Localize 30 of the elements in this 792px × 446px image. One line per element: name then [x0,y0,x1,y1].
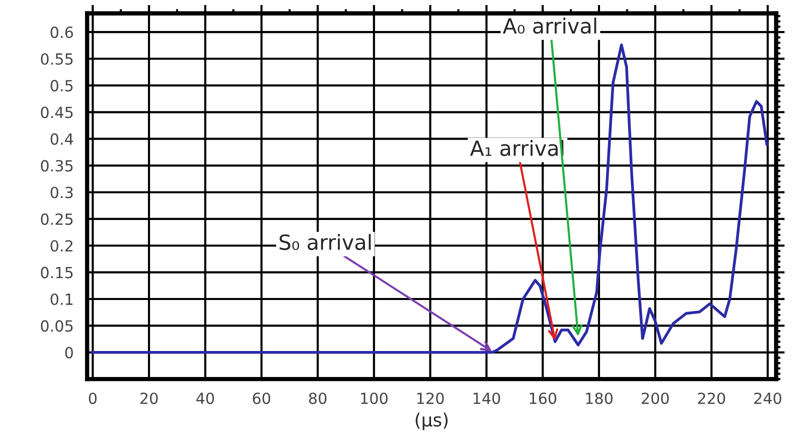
x-tick-label: 20 [140,392,158,404]
y-tick-label: 0.05 [40,320,73,332]
x-tick-label: 60 [252,392,270,404]
y-tick-label: 0.5 [50,80,73,92]
x-tick-label: 120 [417,392,444,404]
y-tick-label: 0.4 [50,133,74,145]
y-tick-label: 0.3 [50,186,73,198]
line-series [91,43,768,354]
x-tick-label: 180 [586,392,613,404]
y-tick-label: 0.55 [40,53,73,65]
y-tick-label: 0.35 [40,160,73,172]
annotation: S₀ arrival [280,234,371,250]
y-tick-label: 0.1 [50,293,73,306]
x-tick-label: 200 [642,392,669,404]
y-tick-label: 0 [65,346,73,358]
x-tick-label: 100 [361,392,388,404]
y-tick-label: 0.45 [40,106,73,118]
y-tick-label: 0.15 [40,266,73,278]
x-tick-label: 140 [474,392,500,404]
x-tick-label: 80 [309,392,326,404]
x-tick-label: 40 [196,392,214,404]
y-tick-label: 0.25 [40,213,73,225]
x-axis-title: (μs) [416,412,448,430]
x-tick-label: 220 [698,392,726,404]
annotation: A₀ arrival [502,18,596,34]
y-tick-label: 0.2 [50,240,72,252]
x-tick-label: 0 [88,392,97,404]
x-tick-label: 240 [754,392,782,404]
x-tick-label: 160 [530,392,556,404]
y-tick-label: 0.6 [50,26,73,38]
